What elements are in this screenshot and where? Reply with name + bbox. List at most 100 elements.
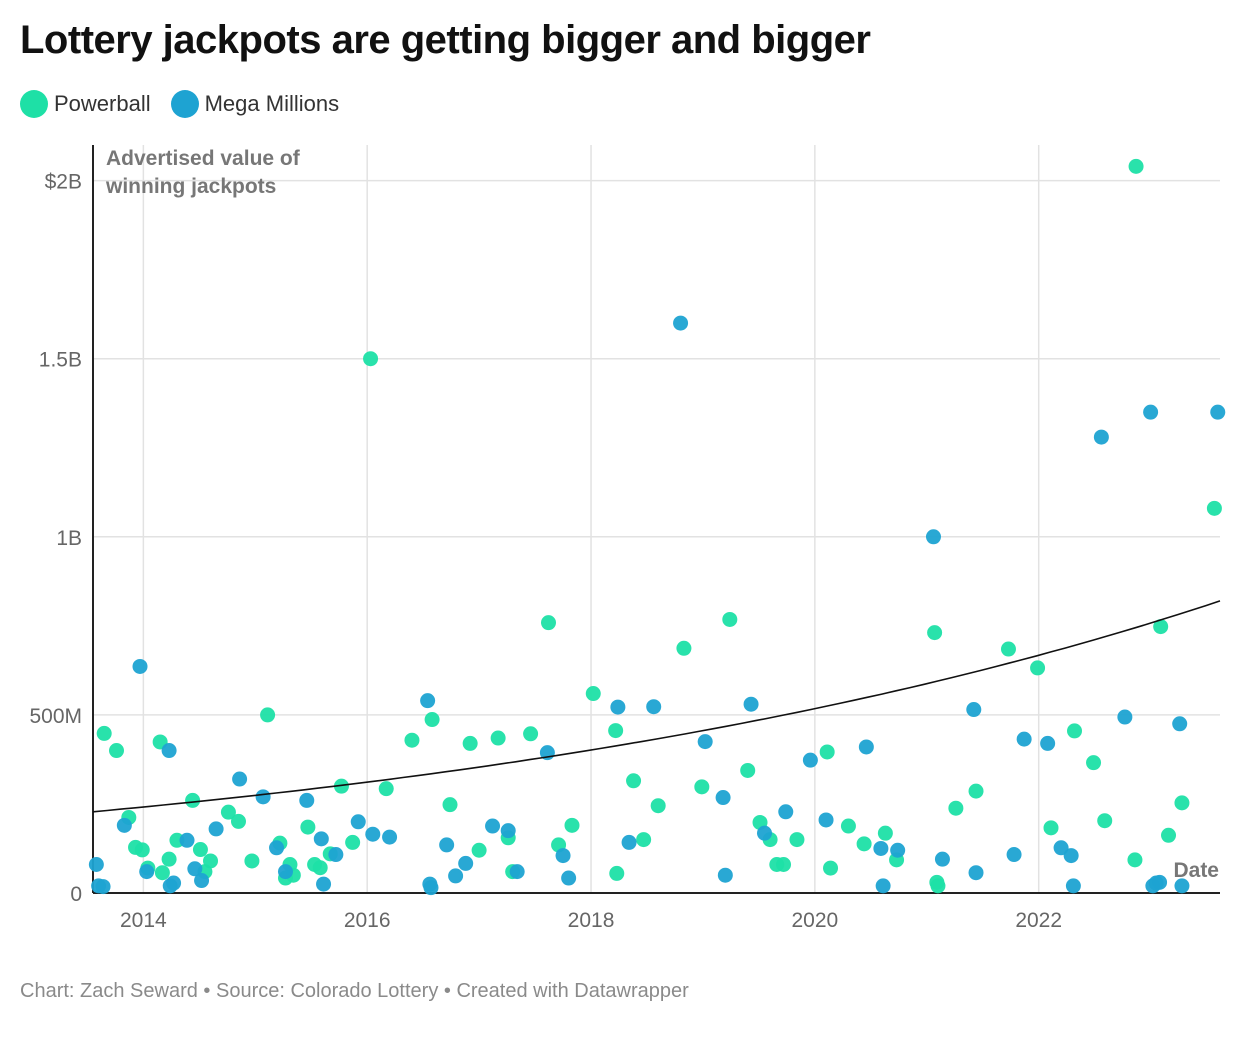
y-tick-label: 0 <box>70 883 82 906</box>
data-point-mega-millions <box>299 792 315 808</box>
y-tick-label: 500M <box>29 705 82 728</box>
data-point-powerball <box>378 781 394 797</box>
data-point-mega-millions <box>269 840 285 856</box>
data-point-powerball <box>490 730 506 746</box>
data-point-powerball <box>471 842 487 858</box>
data-point-mega-millions <box>420 693 436 709</box>
data-point-mega-millions <box>316 876 332 892</box>
data-point-powerball <box>523 726 539 742</box>
x-tick-label: 2018 <box>568 909 615 932</box>
data-point-mega-millions <box>313 831 329 847</box>
data-point-mega-millions <box>132 658 148 674</box>
data-point-powerball <box>968 783 984 799</box>
data-point-powerball <box>134 842 150 858</box>
y-tick-label: 1B <box>56 527 82 550</box>
data-point-powerball <box>1127 852 1143 868</box>
legend-item-powerball[interactable]: Powerball <box>20 90 151 118</box>
x-tick-label: 2014 <box>120 909 167 932</box>
data-point-mega-millions <box>1006 847 1022 863</box>
data-point-mega-millions <box>756 825 772 841</box>
data-point-powerball <box>109 743 125 759</box>
data-point-powerball <box>676 640 692 656</box>
data-point-powerball <box>154 865 170 881</box>
data-point-mega-millions <box>561 870 577 886</box>
data-point-mega-millions <box>382 829 398 845</box>
data-point-mega-millions <box>925 529 941 545</box>
data-point-powerball <box>203 853 219 869</box>
legend-item-mega-millions[interactable]: Mega Millions <box>170 90 340 118</box>
data-point-mega-millions <box>1065 878 1081 894</box>
data-point-powerball <box>789 832 805 848</box>
y-tick-label: 1.5B <box>39 349 82 372</box>
data-point-powerball <box>424 712 440 728</box>
data-point-powerball <box>740 762 756 778</box>
data-point-powerball <box>1153 619 1169 635</box>
data-point-mega-millions <box>1143 404 1159 420</box>
data-point-powerball <box>608 723 624 739</box>
scatter-chart: 0 500M 1B 1.5B $2B 2014 2016 2018 2020 2022 Advert… <box>29 145 1226 932</box>
data-point-powerball <box>1174 795 1190 811</box>
data-point-mega-millions <box>485 818 501 834</box>
data-point-mega-millions <box>778 804 794 820</box>
data-point-mega-millions <box>1210 404 1226 420</box>
data-point-mega-millions <box>1063 848 1079 864</box>
data-point-mega-millions <box>802 752 818 768</box>
data-point-powerball <box>840 818 856 834</box>
data-point-mega-millions <box>187 861 203 877</box>
trendline <box>92 600 1221 813</box>
data-point-mega-millions <box>875 878 891 894</box>
data-point-mega-millions <box>161 743 177 759</box>
x-axis-title: Date <box>1173 859 1219 882</box>
data-point-mega-millions <box>232 771 248 787</box>
data-point-powerball <box>333 778 349 794</box>
data-point-mega-millions <box>1117 709 1133 725</box>
data-point-powerball <box>564 817 580 833</box>
x-tick-label: 2016 <box>344 909 391 932</box>
data-point-mega-millions <box>458 855 474 871</box>
legend-label-mega-millions: Mega Millions <box>204 91 340 116</box>
data-point-mega-millions <box>1174 878 1190 894</box>
data-point-powerball <box>1128 158 1144 174</box>
data-point-powerball <box>626 773 642 789</box>
data-point-powerball <box>585 686 601 702</box>
data-point-powerball <box>927 625 943 641</box>
data-point-powerball <box>192 842 208 858</box>
data-point-mega-millions <box>88 857 104 873</box>
data-point-mega-millions <box>500 823 516 839</box>
data-point-mega-millions <box>858 739 874 755</box>
data-point-mega-millions <box>448 868 464 884</box>
data-point-powerball <box>948 800 964 816</box>
footer-credit: Chart: Zach Seward <box>20 980 198 1002</box>
footer: Chart: Zach Seward • Source: Colorado Lo… <box>20 980 689 1003</box>
data-point-mega-millions <box>139 864 155 880</box>
data-point-mega-millions <box>1053 840 1069 856</box>
data-point-mega-millions <box>328 847 344 863</box>
data-point-powerball <box>1043 820 1059 836</box>
data-point-mega-millions <box>818 812 834 828</box>
data-point-powerball <box>230 813 246 829</box>
data-point-mega-millions <box>646 699 662 715</box>
data-point-mega-millions <box>717 867 733 883</box>
data-point-powerball <box>363 351 379 367</box>
data-point-powerball <box>1097 813 1113 829</box>
data-point-powerball <box>1161 827 1177 843</box>
footer-source: Source: Colorado Lottery <box>215 980 439 1002</box>
data-point-powerball <box>722 611 738 627</box>
data-point-mega-millions <box>966 702 982 718</box>
data-point-powerball <box>650 798 666 814</box>
footer-separator-1: • <box>197 980 216 1002</box>
data-point-powerball <box>404 732 420 748</box>
data-point-powerball <box>220 804 236 820</box>
data-point-powerball <box>930 878 946 894</box>
data-point-mega-millions <box>179 832 195 848</box>
footer-separator-2: • <box>438 980 457 1002</box>
data-point-powerball <box>694 779 710 795</box>
data-point-mega-millions <box>934 851 950 867</box>
data-point-powerball <box>442 797 458 813</box>
x-tick-label: 2020 <box>792 909 839 932</box>
data-point-powerball <box>96 725 112 741</box>
data-point-powerball <box>1030 660 1046 676</box>
data-point-powerball <box>541 615 557 631</box>
data-point-mega-millions <box>968 865 984 881</box>
data-point-powerball <box>776 857 792 873</box>
